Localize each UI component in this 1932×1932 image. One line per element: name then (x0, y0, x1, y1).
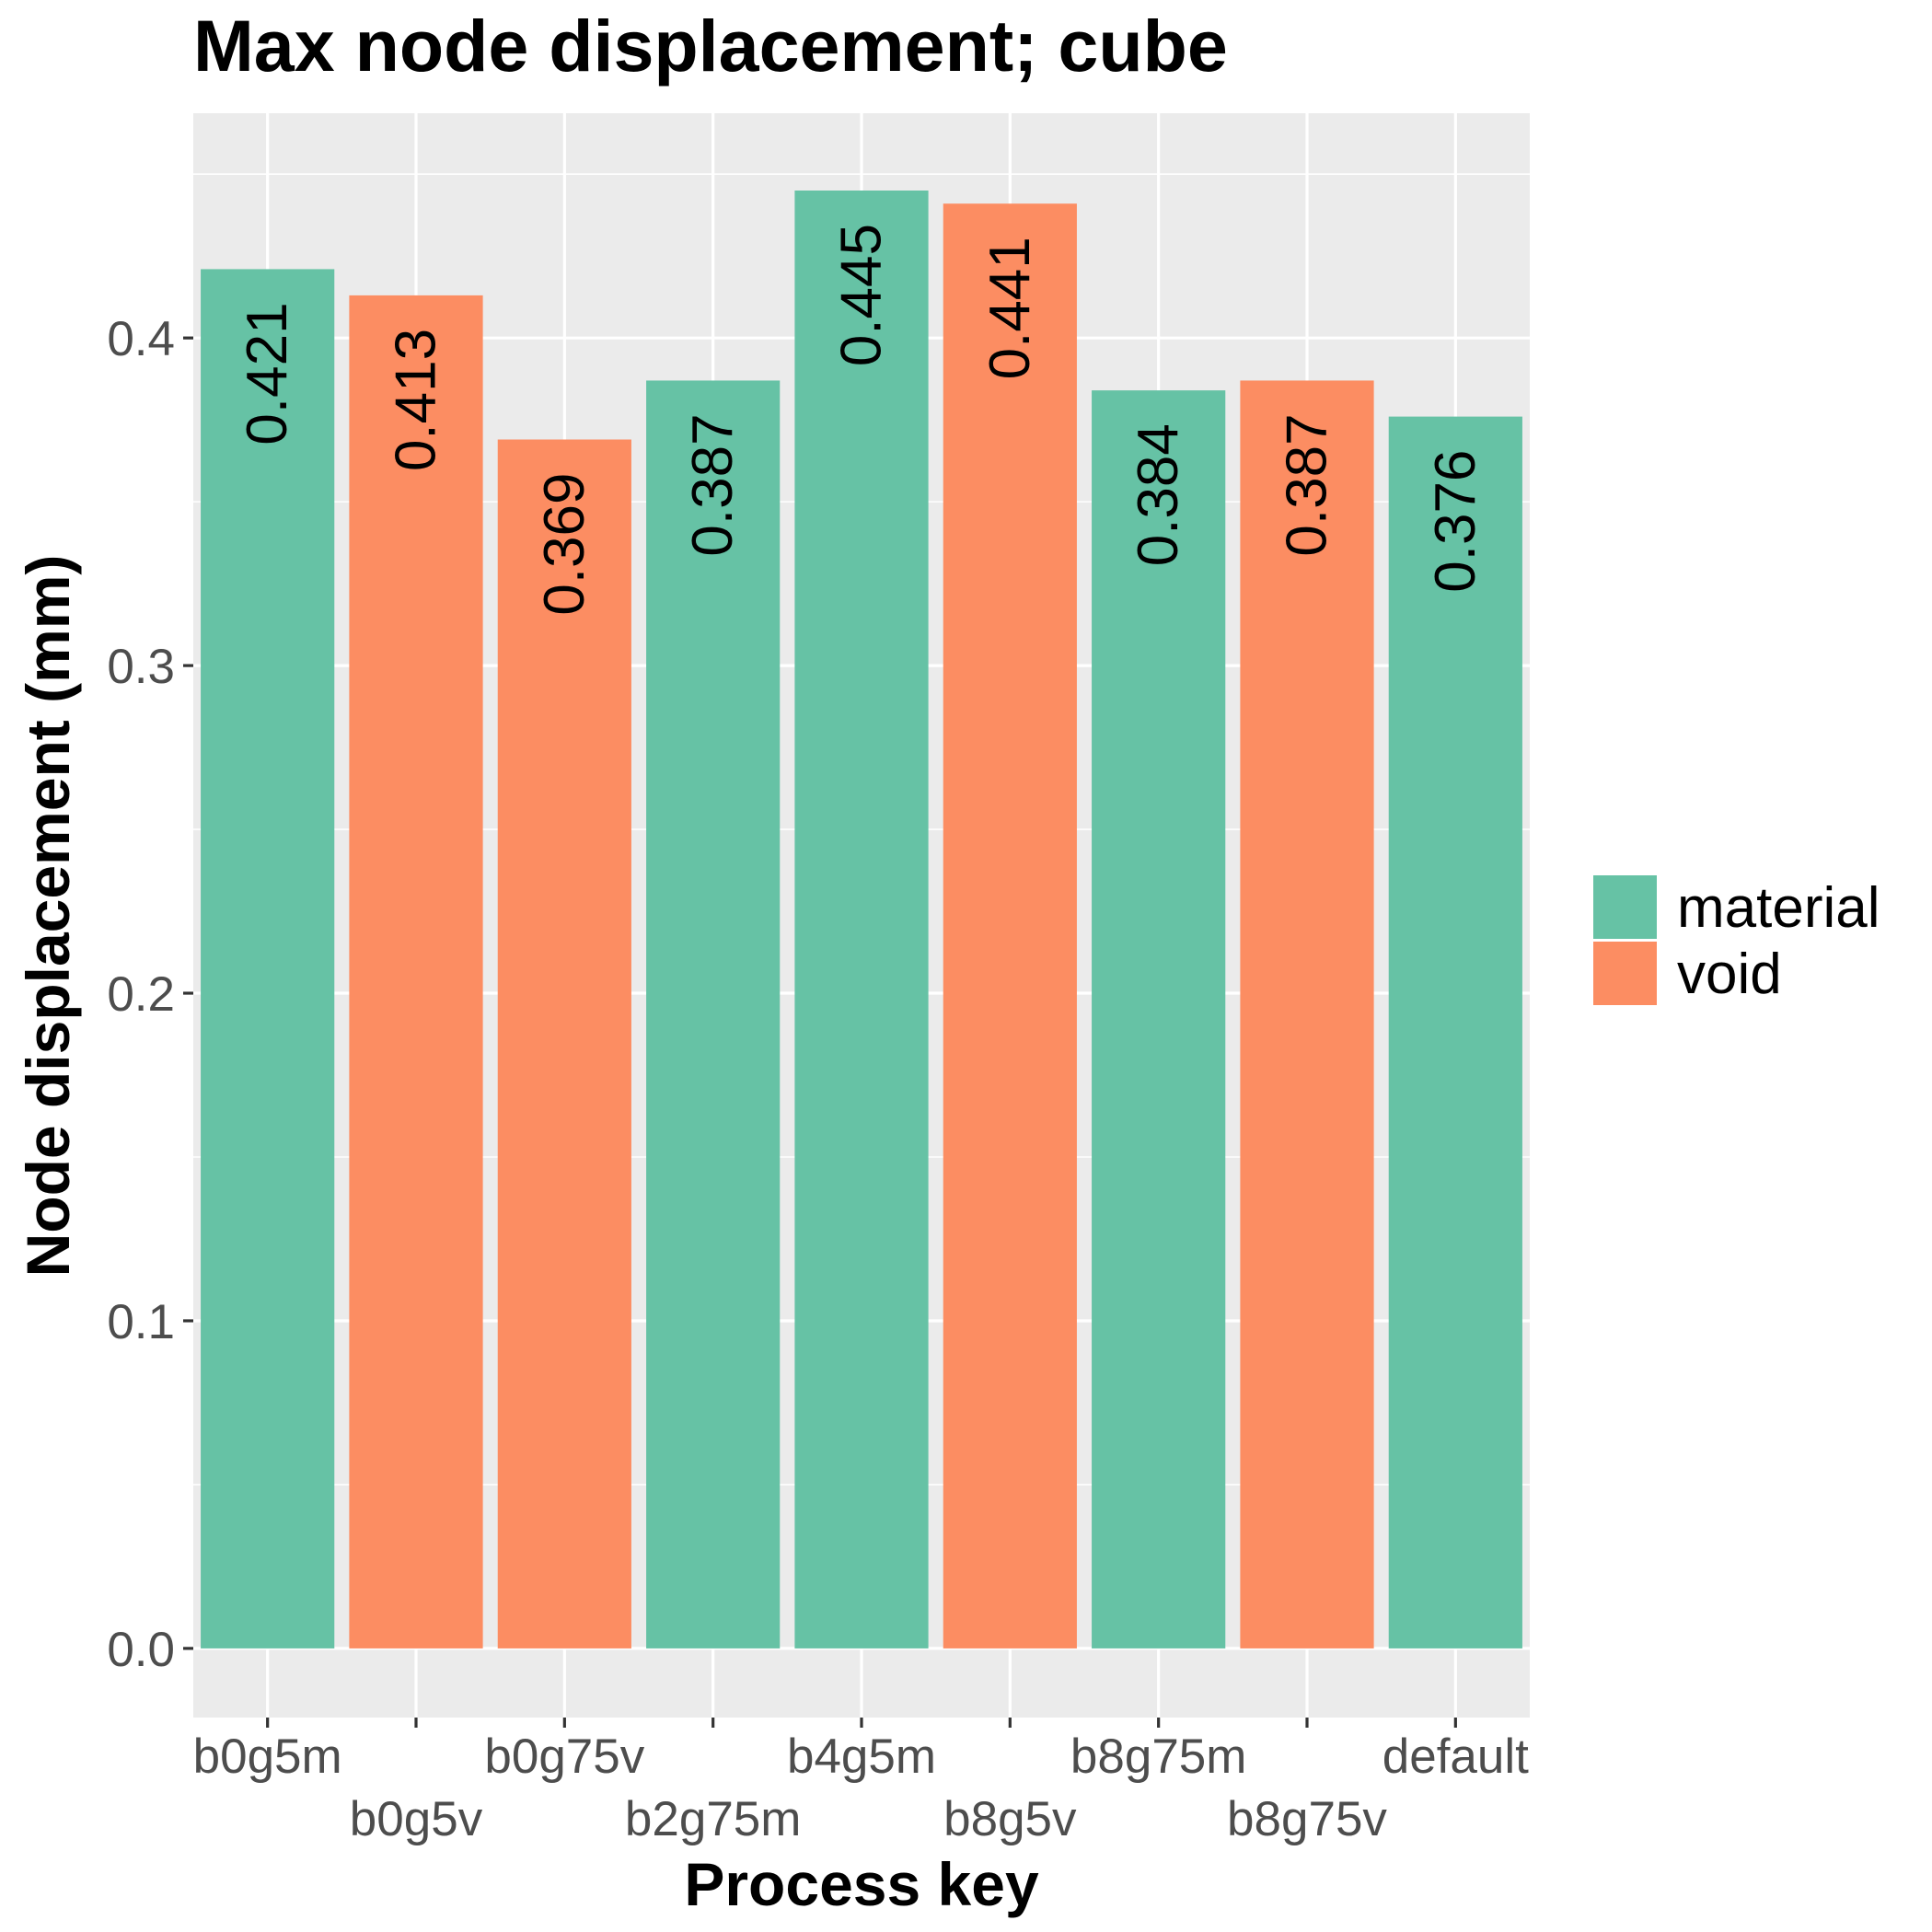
x-tick-label: b8g75m (1070, 1730, 1247, 1784)
bar-value-label: 0.376 (1424, 450, 1487, 593)
bar-value-labels: 0.421 0.413 0.369 0.387 0.445 0.441 0.384 0.387… (236, 224, 1487, 616)
bar-value-label: 0.421 (236, 302, 299, 445)
legend-key-material (1591, 873, 1659, 941)
x-tick-label: default (1382, 1730, 1529, 1784)
y-tick-label: 0.3 (107, 640, 175, 694)
bar-b8g5v (943, 203, 1077, 1649)
legend-label: material (1677, 876, 1880, 940)
bar-b8g75v (1240, 380, 1374, 1649)
x-tick-label: b0g5v (350, 1792, 483, 1846)
bar-b4g5m (794, 191, 929, 1649)
x-tick-label: b0g5m (193, 1730, 342, 1784)
bar-b0g5v (349, 295, 483, 1649)
bars (201, 191, 1522, 1649)
bar-value-label: 0.384 (1127, 423, 1190, 566)
y-tick-label: 0.4 (107, 312, 175, 366)
legend-key-void (1591, 940, 1659, 1007)
y-tick-label: 0.2 (107, 967, 175, 1022)
bar-value-label: 0.441 (978, 237, 1042, 379)
x-tick-label: b4g5m (787, 1730, 936, 1784)
x-tick-label: b8g75v (1227, 1792, 1387, 1846)
bar-value-label: 0.413 (385, 329, 448, 471)
y-axis-title: Node displacement (mm) (14, 555, 82, 1278)
bar-b8g75m (1092, 390, 1226, 1649)
bar-default (1388, 416, 1522, 1649)
y-tick-label: 0.1 (107, 1295, 175, 1349)
bar-value-label: 0.387 (1276, 413, 1339, 556)
bar-b0g75v (497, 439, 631, 1649)
y-axis: 0.0 0.1 0.2 0.3 0.4 (107, 312, 193, 1677)
bar-value-label: 0.369 (533, 473, 596, 616)
x-tick-label: b0g75v (484, 1730, 644, 1784)
legend-label: void (1677, 943, 1782, 1006)
y-tick-label: 0.0 (107, 1623, 175, 1677)
x-tick-label: b2g75m (625, 1792, 802, 1846)
bar-b0g5m (201, 269, 335, 1649)
bar-b2g75m (646, 380, 781, 1649)
chart-title: Max node displacement; cube (193, 5, 1228, 87)
x-axis-title: Process key (684, 1850, 1039, 1918)
x-tick-label: b8g5v (943, 1792, 1077, 1846)
bar-value-label: 0.387 (681, 413, 745, 556)
bar-value-label: 0.445 (830, 224, 894, 366)
